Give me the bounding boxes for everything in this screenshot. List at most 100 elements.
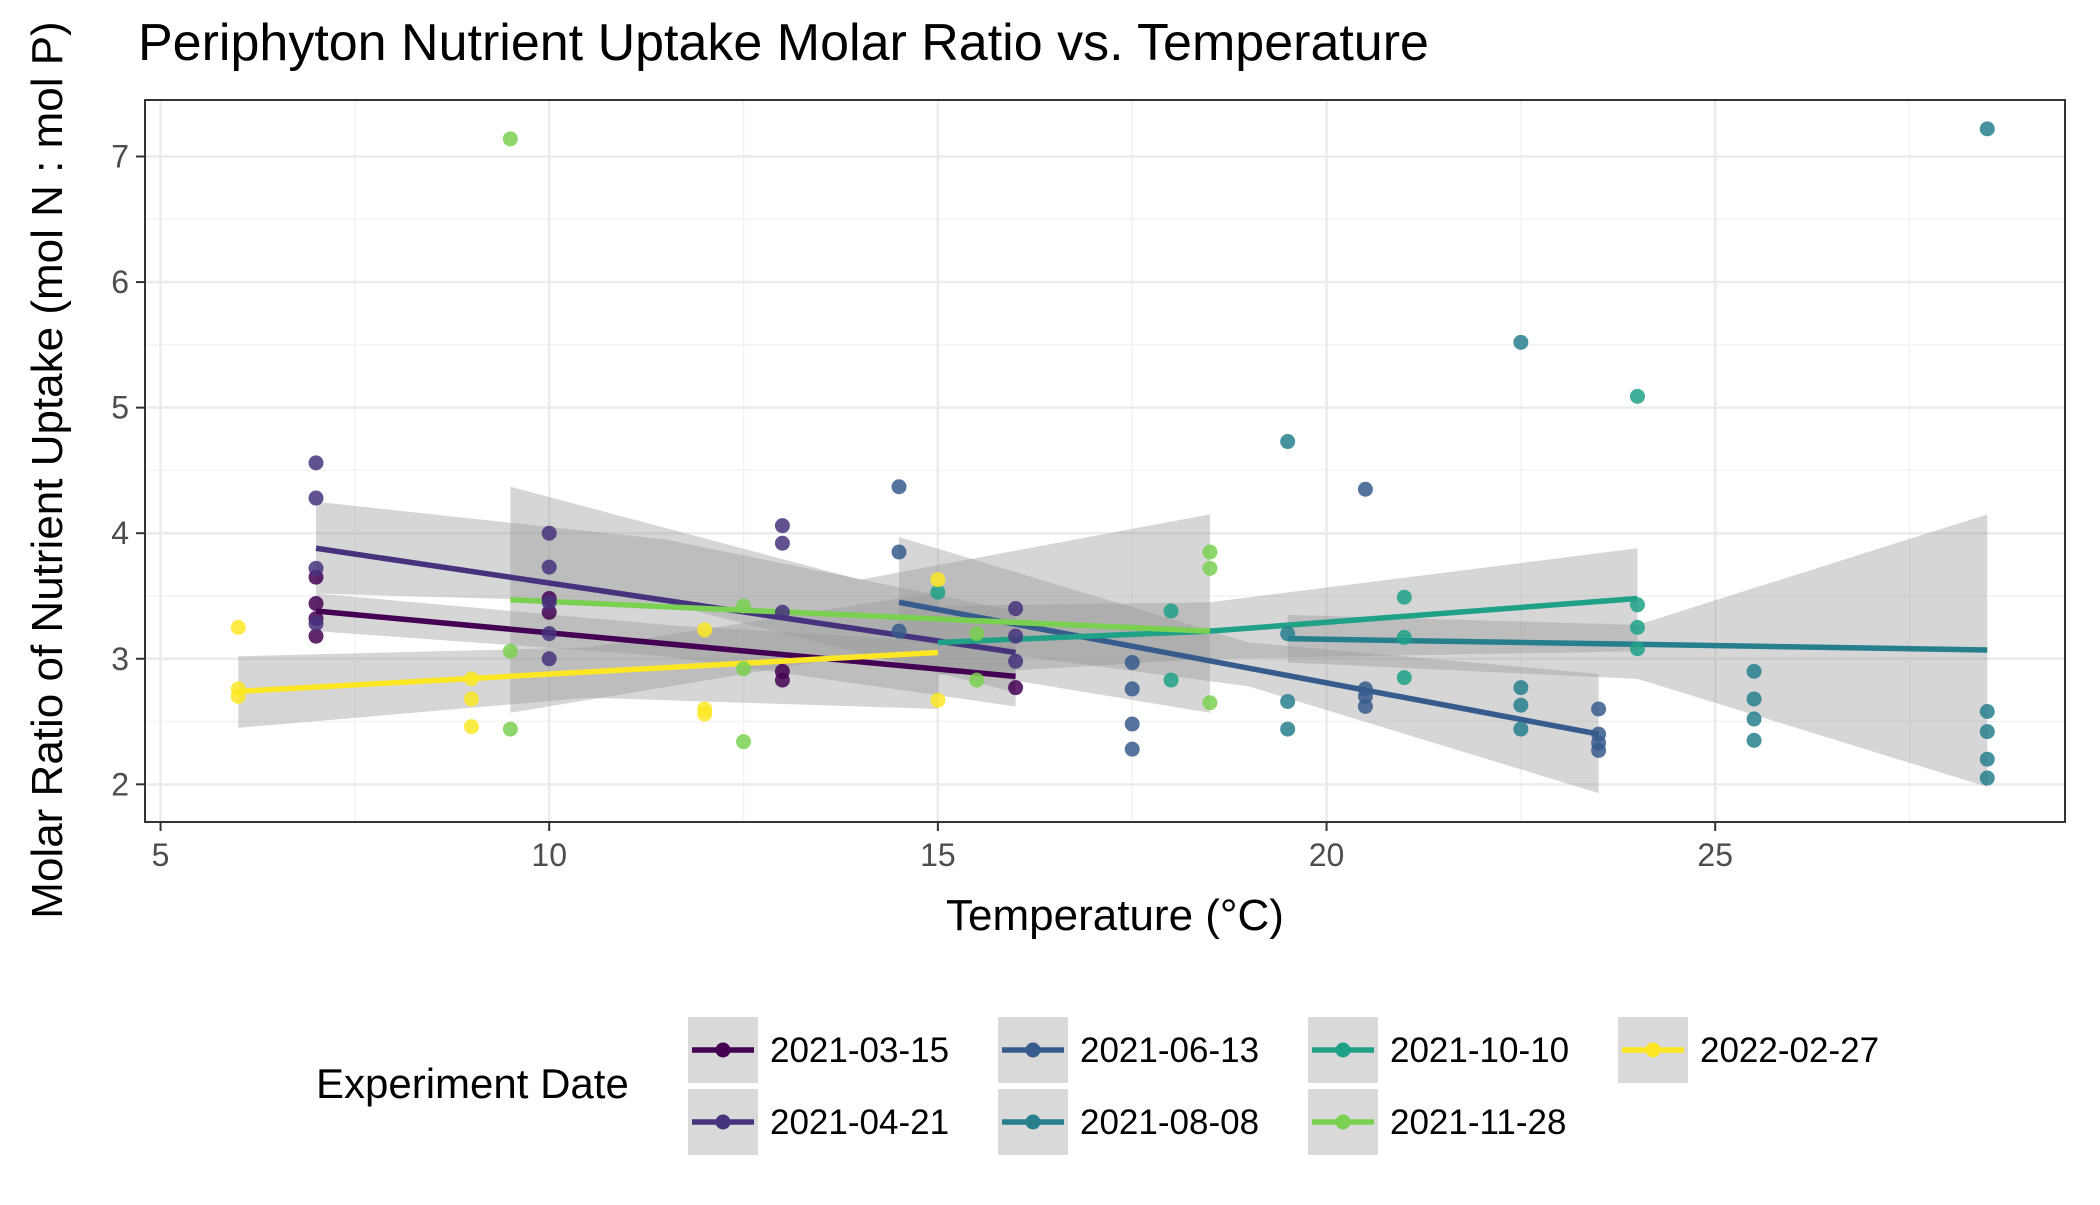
y-tick-label: 6 bbox=[111, 264, 129, 300]
data-point bbox=[1396, 670, 1412, 686]
data-point bbox=[1280, 626, 1296, 642]
data-point bbox=[1008, 628, 1024, 644]
confidence-band bbox=[510, 486, 1210, 713]
data-point bbox=[1008, 680, 1024, 696]
data-point bbox=[1746, 732, 1762, 748]
data-point bbox=[1280, 721, 1296, 737]
data-point bbox=[1513, 680, 1529, 696]
data-point bbox=[930, 584, 946, 600]
legend-key-point bbox=[1335, 1042, 1351, 1058]
data-point bbox=[1629, 641, 1645, 657]
data-point bbox=[1979, 724, 1995, 740]
data-point bbox=[1124, 655, 1140, 671]
legend-item-label: 2021-11-28 bbox=[1390, 1103, 1566, 1142]
data-point bbox=[1979, 770, 1995, 786]
legend-key-point bbox=[1645, 1042, 1661, 1058]
trend-line bbox=[238, 649, 939, 695]
data-point bbox=[1746, 663, 1762, 679]
data-point bbox=[1202, 695, 1218, 711]
data-point bbox=[774, 604, 790, 620]
data-point bbox=[1396, 629, 1412, 645]
data-point bbox=[774, 535, 790, 551]
data-point bbox=[969, 626, 985, 642]
y-tick-label: 4 bbox=[111, 515, 129, 551]
data-points bbox=[230, 121, 1995, 786]
y-axis-title: Molar Ratio of Nutrient Uptake (mol N : … bbox=[23, 21, 72, 918]
data-point bbox=[541, 651, 557, 667]
legend-key-point bbox=[1335, 1114, 1351, 1130]
data-point bbox=[1124, 716, 1140, 732]
legend-key-point bbox=[715, 1042, 731, 1058]
data-point bbox=[1513, 334, 1529, 350]
data-point bbox=[463, 691, 479, 707]
data-point bbox=[308, 628, 324, 644]
trend-line bbox=[315, 608, 1016, 680]
y-tick-label: 5 bbox=[111, 390, 129, 426]
data-point bbox=[1513, 721, 1529, 737]
data-point bbox=[1513, 697, 1529, 713]
data-point bbox=[1629, 388, 1645, 404]
data-point bbox=[1357, 481, 1373, 497]
legend-key-point bbox=[715, 1114, 731, 1130]
confidence-band bbox=[238, 592, 938, 728]
data-point bbox=[891, 479, 907, 495]
legend: Experiment Date 2021-03-15 2021-04-21 2021… bbox=[316, 1017, 1879, 1155]
data-point bbox=[891, 544, 907, 560]
data-point bbox=[736, 734, 752, 750]
data-point bbox=[308, 490, 324, 506]
data-point bbox=[736, 661, 752, 677]
data-point bbox=[1280, 693, 1296, 709]
data-point bbox=[502, 131, 518, 147]
data-point bbox=[1124, 681, 1140, 697]
data-point bbox=[1629, 597, 1645, 613]
data-point bbox=[1591, 701, 1607, 717]
confidence-band bbox=[316, 501, 1016, 693]
confidence-band bbox=[899, 536, 1599, 794]
data-point bbox=[308, 616, 324, 632]
confidence-band bbox=[316, 593, 1016, 707]
x-tick-label: 5 bbox=[152, 837, 170, 873]
legend-item-label: 2021-08-08 bbox=[1080, 1103, 1259, 1142]
data-point bbox=[1357, 681, 1373, 697]
data-point bbox=[1979, 704, 1995, 720]
x-tick-label: 15 bbox=[920, 837, 956, 873]
data-point bbox=[1202, 560, 1218, 576]
data-point bbox=[1163, 672, 1179, 688]
data-point bbox=[697, 622, 713, 638]
data-point bbox=[230, 681, 246, 697]
data-point bbox=[230, 619, 246, 635]
data-point bbox=[1746, 711, 1762, 727]
data-point bbox=[541, 626, 557, 642]
x-axis-title: Temperature (°C) bbox=[946, 891, 1284, 940]
data-point bbox=[969, 672, 985, 688]
data-point bbox=[1979, 121, 1995, 137]
data-point bbox=[930, 572, 946, 588]
legend-item-label: 2021-06-13 bbox=[1080, 1031, 1259, 1070]
x-tick-label: 10 bbox=[531, 837, 567, 873]
legend-item-label: 2021-10-10 bbox=[1390, 1031, 1569, 1070]
data-point bbox=[1202, 544, 1218, 560]
data-point bbox=[930, 692, 946, 708]
data-point bbox=[774, 518, 790, 534]
trend-line bbox=[510, 597, 1211, 634]
data-point bbox=[541, 559, 557, 575]
data-point bbox=[463, 671, 479, 687]
data-point bbox=[1629, 619, 1645, 635]
data-point bbox=[1979, 751, 1995, 767]
legend-title: Experiment Date bbox=[316, 1060, 629, 1107]
data-point bbox=[1396, 589, 1412, 605]
data-point bbox=[736, 598, 752, 614]
chart-title: Periphyton Nutrient Uptake Molar Ratio v… bbox=[138, 14, 1429, 72]
data-point bbox=[1280, 434, 1296, 450]
legend-key-point bbox=[1025, 1114, 1041, 1130]
data-point bbox=[891, 623, 907, 639]
data-point bbox=[1124, 741, 1140, 757]
data-point bbox=[308, 560, 324, 576]
data-point bbox=[697, 701, 713, 717]
axes: 5 10 15 20 25 2 3 4 5 6 7 bbox=[111, 139, 1733, 873]
legend-key-point bbox=[1025, 1042, 1041, 1058]
data-point bbox=[463, 719, 479, 735]
data-point bbox=[1008, 653, 1024, 669]
